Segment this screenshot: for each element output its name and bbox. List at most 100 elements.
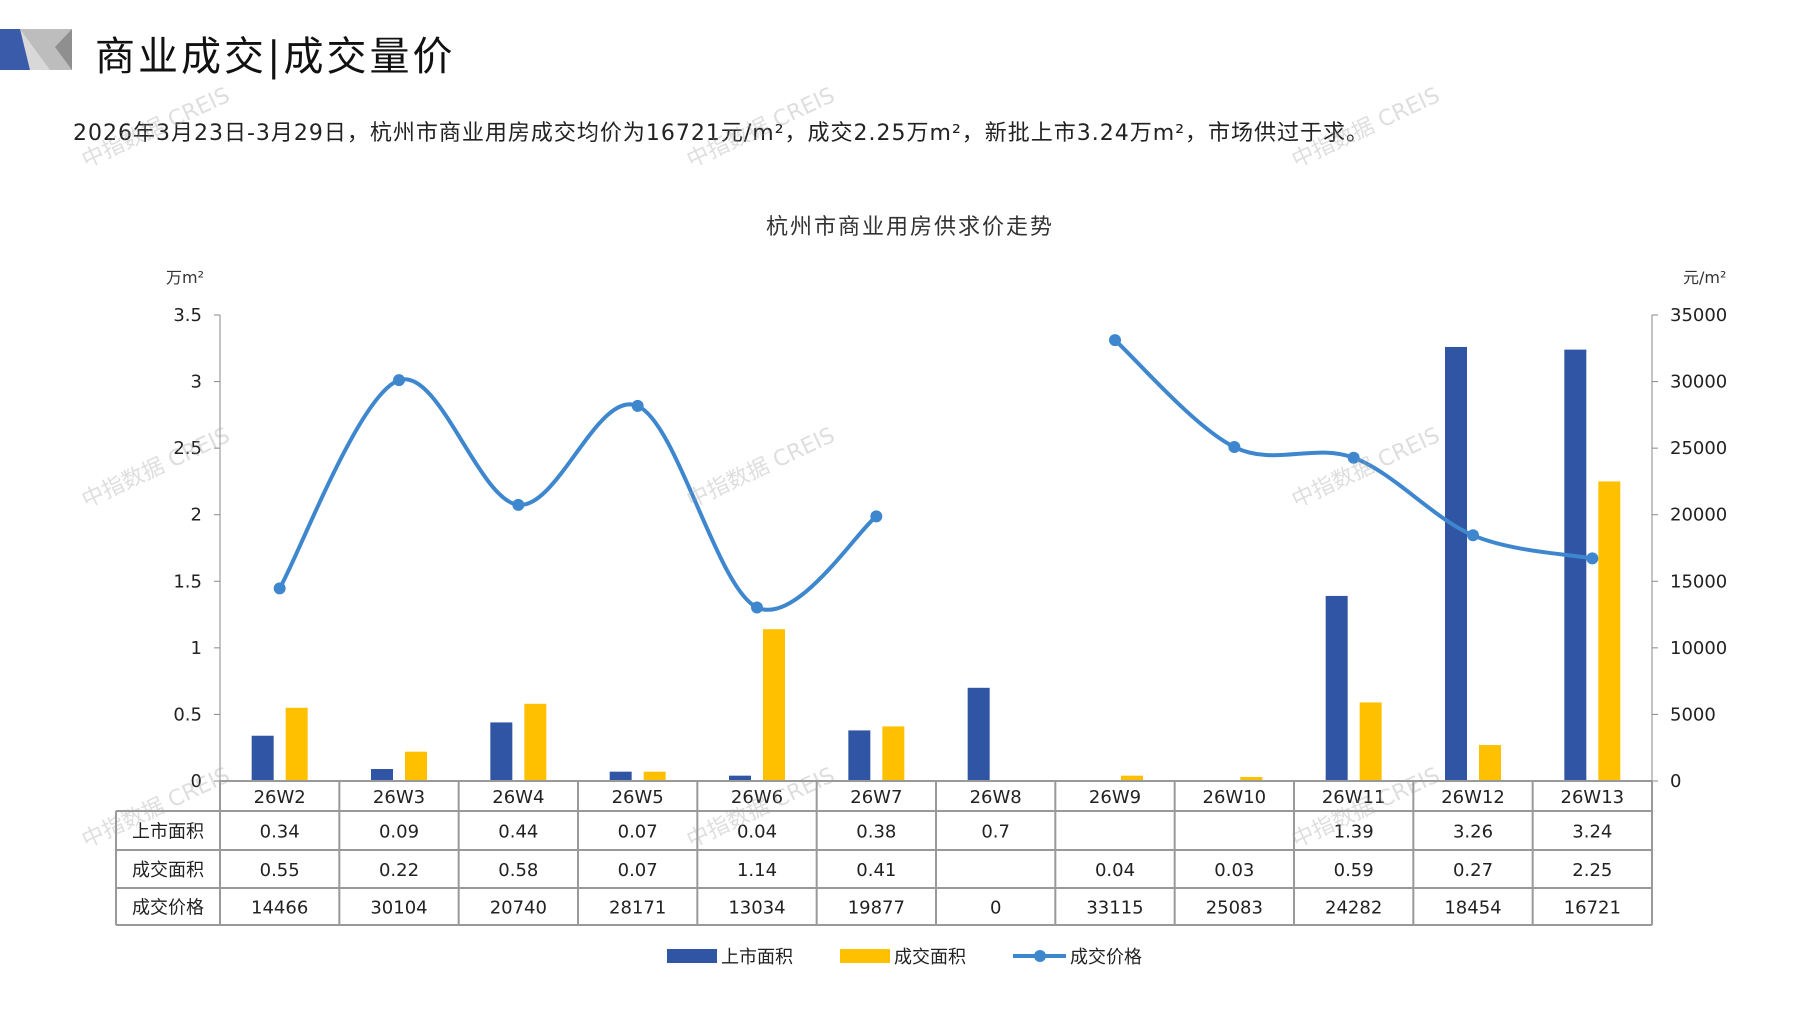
table-cell: 0.34 <box>260 822 300 843</box>
table-cell: 14466 <box>251 898 308 919</box>
left-tick-label: 3 <box>191 372 202 393</box>
table-cell: 0.07 <box>618 822 658 843</box>
x-category-label: 26W10 <box>1203 787 1267 808</box>
bar-deal <box>1240 777 1263 781</box>
x-category-label: 26W5 <box>612 787 664 808</box>
bar-supply <box>609 771 632 781</box>
price-line <box>277 377 878 612</box>
bar-supply <box>729 775 751 781</box>
price-point <box>870 510 883 523</box>
left-axis-unit: 万m² <box>166 268 204 287</box>
x-category-label: 26W12 <box>1441 787 1505 808</box>
price-point <box>393 374 405 387</box>
bar-deal <box>882 726 905 781</box>
bar-supply <box>371 769 393 781</box>
bar-deal <box>1479 745 1501 781</box>
price-point <box>1228 441 1241 454</box>
table-cell: 0.59 <box>1334 860 1374 881</box>
right-tick-label: 0 <box>1670 771 1681 792</box>
table-cell: 0.44 <box>498 822 538 843</box>
table-cell: 0.09 <box>379 822 419 843</box>
table-cell: 1.14 <box>737 860 777 881</box>
bar-deal <box>405 751 427 781</box>
table-cell: 20740 <box>490 898 547 919</box>
table-cell: 28171 <box>609 898 666 919</box>
bar-deal <box>1121 775 1143 781</box>
x-category-label: 26W13 <box>1561 787 1625 808</box>
chart-title: 杭州市商业用房供求价走势 <box>766 215 1054 240</box>
x-category-label: 26W7 <box>850 787 902 808</box>
price-point <box>631 399 644 412</box>
price-point <box>1467 529 1479 542</box>
bar-deal <box>285 707 308 781</box>
bar-supply <box>251 735 274 781</box>
bar-supply <box>490 722 513 781</box>
left-tick-label: 1.5 <box>173 571 202 592</box>
left-tick-label: 2.5 <box>173 438 202 459</box>
table-cell: 0.55 <box>260 860 300 881</box>
left-tick-label: 0.5 <box>173 704 202 725</box>
bar-supply <box>1564 349 1587 781</box>
legend-price-label: 成交价格 <box>1070 947 1142 968</box>
table-cell: 25083 <box>1206 898 1263 919</box>
legend-deal-label: 成交面积 <box>894 947 966 968</box>
logo-icon <box>0 29 72 70</box>
left-tick-label: 2 <box>191 505 202 526</box>
bar-deal <box>524 703 547 781</box>
table-cell: 0.38 <box>856 822 896 843</box>
table-cell: 3.26 <box>1453 822 1493 843</box>
table-cell: 13034 <box>728 898 785 919</box>
table-cell: 30104 <box>370 898 427 919</box>
right-tick-label: 20000 <box>1670 505 1727 526</box>
table-cell: 0.04 <box>737 822 777 843</box>
bar-deal <box>1359 702 1382 781</box>
legend-deal-swatch <box>840 949 890 963</box>
price-point <box>512 498 525 511</box>
table-cell: 0.7 <box>981 822 1010 843</box>
legend-supply-label: 上市面积 <box>721 947 793 968</box>
bar-deal <box>1598 481 1621 781</box>
legend-supply-swatch <box>667 949 717 963</box>
bar-deal <box>643 771 666 781</box>
table-cell: 33115 <box>1086 898 1143 919</box>
price-point <box>1109 334 1121 347</box>
table-cell: 1.39 <box>1334 822 1374 843</box>
x-category-label: 26W9 <box>1089 787 1141 808</box>
table-row-label: 成交面积 <box>132 860 204 881</box>
price-point <box>751 601 763 614</box>
bar-deal <box>763 629 785 781</box>
x-category-label: 26W6 <box>731 787 783 808</box>
right-tick-label: 10000 <box>1670 638 1727 659</box>
table-cell: 0.41 <box>856 860 896 881</box>
left-tick-label: 3.5 <box>173 305 202 326</box>
left-tick-label: 1 <box>191 638 202 659</box>
table-cell: 0.07 <box>618 860 658 881</box>
page-title: 商业成交|成交量价 <box>95 34 456 80</box>
table-cell: 0.04 <box>1095 860 1135 881</box>
right-tick-label: 5000 <box>1670 704 1716 725</box>
table-cell: 3.24 <box>1572 822 1612 843</box>
bar-supply <box>967 687 990 781</box>
left-tick-label: 0 <box>191 771 202 792</box>
right-axis-unit: 元/m² <box>1683 268 1726 287</box>
price-line <box>1113 338 1593 561</box>
x-category-label: 26W8 <box>970 787 1022 808</box>
price-point <box>1347 451 1360 464</box>
right-tick-label: 25000 <box>1670 438 1727 459</box>
bar-supply <box>1325 595 1348 781</box>
x-category-label: 26W11 <box>1322 787 1386 808</box>
table-cell: 16721 <box>1564 898 1621 919</box>
table-cell: 19877 <box>848 898 905 919</box>
x-category-label: 26W3 <box>373 787 425 808</box>
bar-supply <box>848 730 871 781</box>
table-cell: 2.25 <box>1572 860 1612 881</box>
price-point <box>1586 552 1599 565</box>
x-category-label: 26W2 <box>254 787 306 808</box>
legend-price-marker <box>1034 950 1046 962</box>
table-cell: 0.27 <box>1453 860 1493 881</box>
right-tick-label: 35000 <box>1670 305 1727 326</box>
table-cell: 24282 <box>1325 898 1382 919</box>
right-tick-label: 15000 <box>1670 571 1727 592</box>
price-point <box>273 582 286 595</box>
